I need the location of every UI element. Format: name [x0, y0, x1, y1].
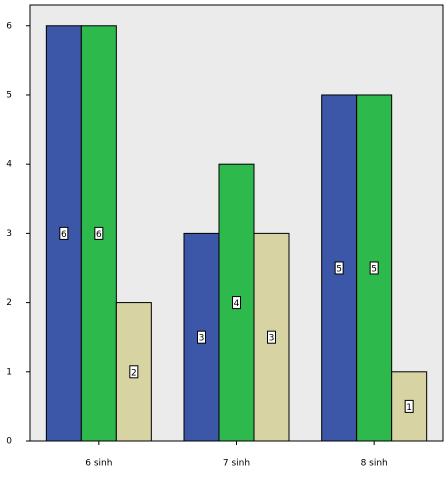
value-label-box: [334, 261, 344, 275]
y-tick-label: 5: [6, 90, 12, 100]
value-label: 4: [234, 299, 240, 309]
value-label: 5: [336, 264, 342, 274]
y-tick-label: 1: [6, 367, 12, 377]
value-label: 5: [371, 264, 377, 274]
x-tick-label: 6 sinh: [85, 459, 112, 469]
y-tick-label: 4: [6, 160, 12, 170]
value-label-box: [267, 330, 276, 344]
value-label: 3: [269, 334, 275, 344]
y-tick-label: 2: [6, 298, 12, 308]
y-tick-label: 3: [6, 229, 12, 239]
value-label-box: [94, 226, 104, 240]
value-label: 1: [406, 403, 412, 413]
bar: [356, 94, 393, 442]
value-label-box: [59, 226, 69, 240]
value-label: 6: [61, 230, 67, 240]
value-label-box: [197, 330, 206, 344]
value-label-box: [129, 365, 139, 379]
y-tick-label: 6: [6, 21, 12, 31]
x-tick-label: 8 sinh: [361, 459, 388, 469]
value-label-box: [404, 399, 414, 413]
value-label: 6: [96, 230, 102, 240]
value-label: 2: [131, 368, 137, 378]
x-tick-label: 7 sinh: [223, 459, 250, 469]
value-label-box: [369, 261, 379, 275]
y-tick-label: 0: [6, 437, 12, 447]
value-label-box: [232, 296, 241, 310]
value-label: 3: [199, 334, 205, 344]
